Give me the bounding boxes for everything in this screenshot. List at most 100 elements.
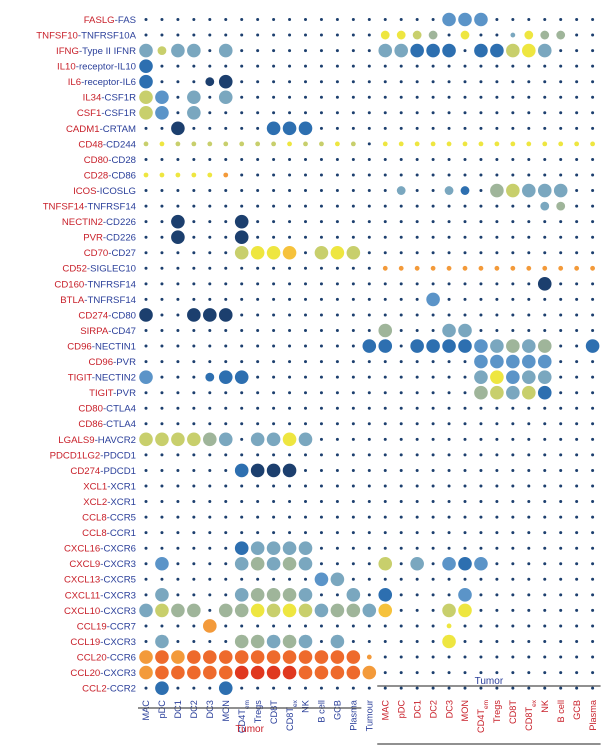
receptor-name: NECTIN1 (95, 341, 136, 352)
separator: - (100, 450, 103, 461)
row-label: PVR-CD226 (83, 233, 136, 244)
dot (431, 111, 435, 115)
dot (304, 251, 307, 255)
dot (511, 531, 515, 535)
dot (527, 437, 531, 441)
dot (559, 49, 563, 53)
receptor-name: receptor-IL10 (79, 62, 136, 73)
x-tick-main: GCB (333, 700, 343, 720)
dot (304, 173, 307, 177)
dot (335, 375, 339, 379)
dot (542, 141, 548, 147)
dot (224, 515, 228, 519)
dot (543, 468, 547, 472)
dot (575, 157, 579, 161)
dot (208, 266, 212, 270)
dot (256, 80, 260, 84)
receptor-name: SIGLEC10 (90, 264, 136, 275)
dot (256, 577, 260, 581)
dot (256, 406, 260, 410)
dot (479, 220, 483, 224)
dot (490, 43, 504, 58)
dot (335, 624, 339, 628)
x-tick-label: B cell (317, 700, 327, 722)
dot (160, 546, 164, 550)
dot (415, 640, 419, 643)
receptor-name: CD86 (111, 170, 136, 181)
row-label: XCL2-XCR1 (83, 497, 136, 508)
separator: - (108, 326, 111, 337)
dot (272, 375, 276, 379)
dot (543, 422, 547, 426)
dot (266, 603, 281, 618)
dot (415, 251, 419, 255)
dot (575, 111, 579, 115)
dot (192, 422, 196, 426)
dot (208, 422, 212, 426)
dot (511, 95, 515, 99)
dot (288, 266, 292, 270)
dot (431, 655, 435, 659)
dot (399, 204, 403, 208)
dot (351, 531, 355, 535)
dot (192, 251, 196, 255)
dot (256, 375, 260, 379)
dot (288, 375, 292, 379)
x-tick-label: pDC (396, 700, 406, 719)
dot (304, 266, 307, 270)
dot (288, 282, 292, 286)
ligand-name: FASLG (84, 15, 115, 26)
dot (591, 624, 595, 628)
dot (559, 297, 563, 301)
dot (366, 654, 372, 660)
dot (176, 344, 180, 348)
dot (218, 650, 233, 664)
dot (351, 126, 355, 130)
dot (351, 297, 355, 301)
dot (559, 111, 563, 115)
dot (256, 360, 260, 364)
dot (412, 30, 422, 40)
dot (591, 126, 595, 130)
dot (335, 33, 339, 37)
dot (458, 556, 472, 571)
receptor-name: CCR6 (110, 652, 136, 663)
dot (223, 141, 229, 147)
dot (479, 297, 483, 301)
dot (399, 686, 403, 690)
dot (218, 370, 233, 384)
dot (415, 608, 419, 612)
dot (351, 313, 355, 317)
dot (495, 297, 499, 301)
receptor-name: CD27 (111, 248, 136, 259)
dot (367, 235, 371, 239)
dot (479, 189, 483, 193)
dot (240, 531, 244, 535)
dot (224, 344, 228, 348)
dot (224, 562, 228, 566)
separator: - (92, 373, 95, 384)
dot (298, 650, 313, 664)
dot (559, 437, 563, 441)
dot (575, 515, 579, 519)
separator: - (100, 124, 103, 135)
dot (176, 515, 180, 519)
dot (383, 546, 387, 550)
dot (543, 500, 547, 504)
dot (511, 204, 515, 208)
dot (192, 686, 196, 690)
dot (351, 344, 355, 348)
dot (431, 562, 435, 566)
row-label: CCL8-CCR1 (82, 528, 136, 539)
dot (203, 665, 217, 680)
dot (474, 370, 488, 384)
dot (479, 157, 483, 161)
dot (208, 49, 212, 53)
dot (335, 126, 339, 130)
x-tick-label: DC2 (428, 700, 438, 718)
dot (415, 437, 419, 441)
x-tick-main: NK (540, 699, 550, 713)
dot (330, 634, 345, 649)
dot (527, 671, 531, 675)
dot (367, 406, 371, 410)
